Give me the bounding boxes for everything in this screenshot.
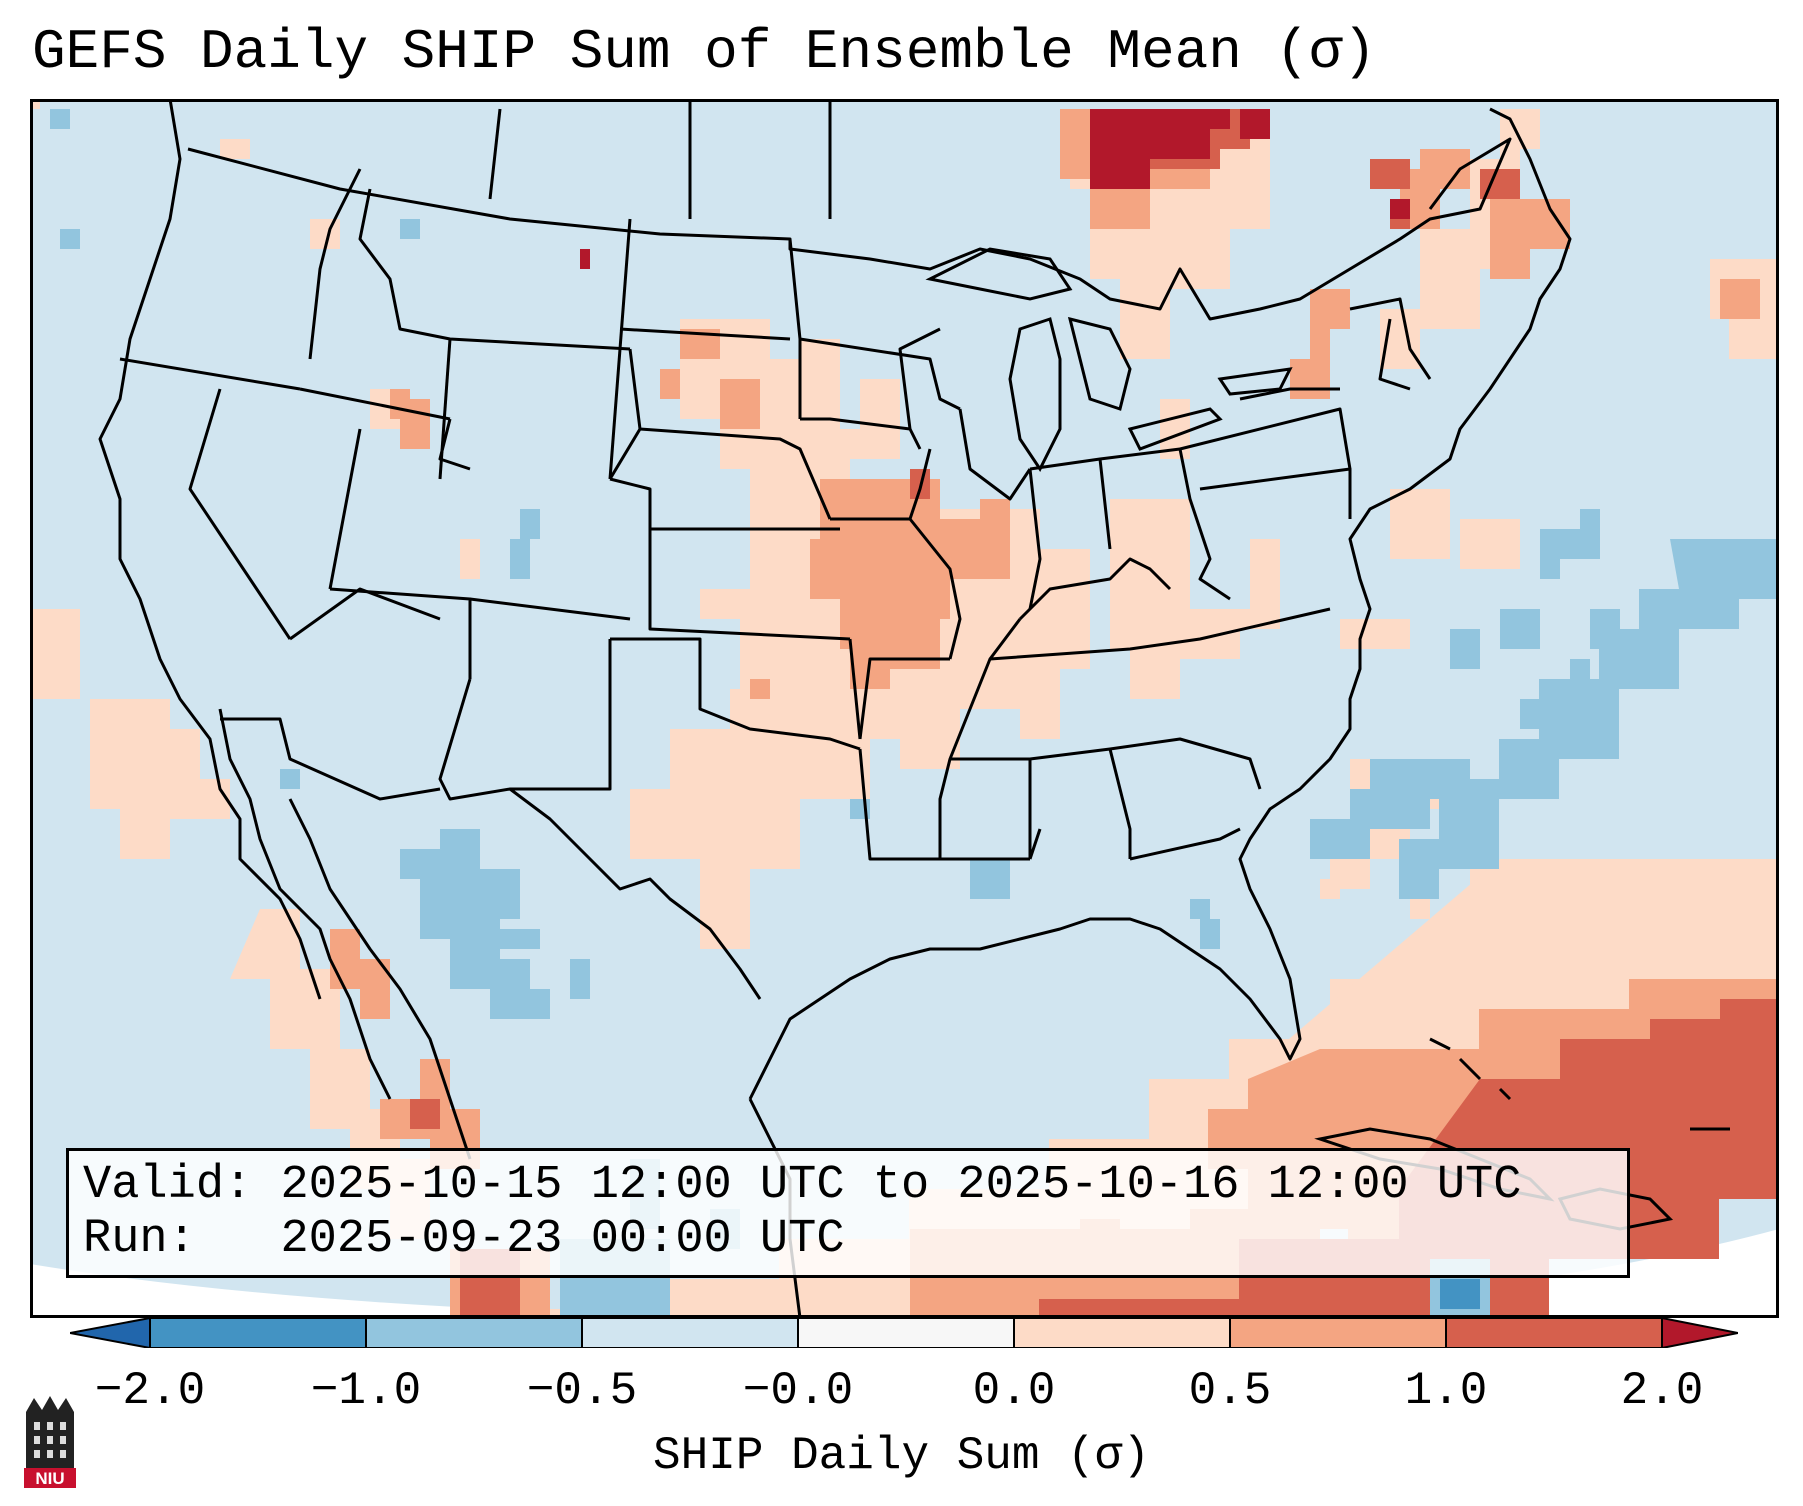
colorbar-segment (582, 1318, 798, 1348)
anomaly-dark-red (580, 109, 1410, 269)
valid-label: Valid: (83, 1159, 253, 1212)
colorbar-tick: 0.0 (972, 1365, 1056, 1417)
map-frame (30, 99, 1779, 1318)
logo-text: NIU (35, 1469, 64, 1488)
colorbar-tick: −1.0 (310, 1365, 422, 1417)
run-value: 2025-09-23 00:00 UTC (280, 1213, 845, 1266)
map-svg (30, 99, 1779, 1318)
run-label: Run: (83, 1213, 196, 1266)
colorbar-tick: −2.0 (94, 1365, 206, 1417)
colorbar-tick: 2.0 (1620, 1365, 1704, 1417)
colorbar-tick: −0.0 (742, 1365, 854, 1417)
colorbar-tick: 1.0 (1404, 1365, 1488, 1417)
colorbar-segment (798, 1318, 1014, 1348)
colorbar-tick: 0.5 (1188, 1365, 1272, 1417)
valid-value: 2025-10-15 12:00 UTC to 2025-10-16 12:00… (280, 1159, 1522, 1212)
colorbar-label: SHIP Daily Sum (σ) (653, 1430, 1150, 1482)
colorbar-segment (150, 1318, 366, 1348)
map-panel (30, 99, 1779, 1318)
map-title: GEFS Daily SHIP Sum of Ensemble Mean (σ) (32, 20, 1377, 84)
colorbar-over-arrow (1662, 1318, 1738, 1348)
colorbar-segment (1014, 1318, 1230, 1348)
colorbar-under-arrow (70, 1318, 150, 1348)
great-lakes (925, 247, 1293, 472)
colorbar-segment (1230, 1318, 1446, 1348)
colorbar-segment (366, 1318, 582, 1348)
map-boundaries (98, 99, 1572, 1318)
niu-logo: NIU (24, 1396, 76, 1488)
valid-run-infobox: Valid: 2025-10-15 12:00 UTC to 2025-10-1… (66, 1148, 1630, 1278)
colorbar-segment (1446, 1318, 1662, 1348)
anomaly-mid-blue (1440, 1279, 1480, 1309)
colorbar-tick: −0.5 (526, 1365, 638, 1417)
colorbar (70, 1318, 1738, 1348)
